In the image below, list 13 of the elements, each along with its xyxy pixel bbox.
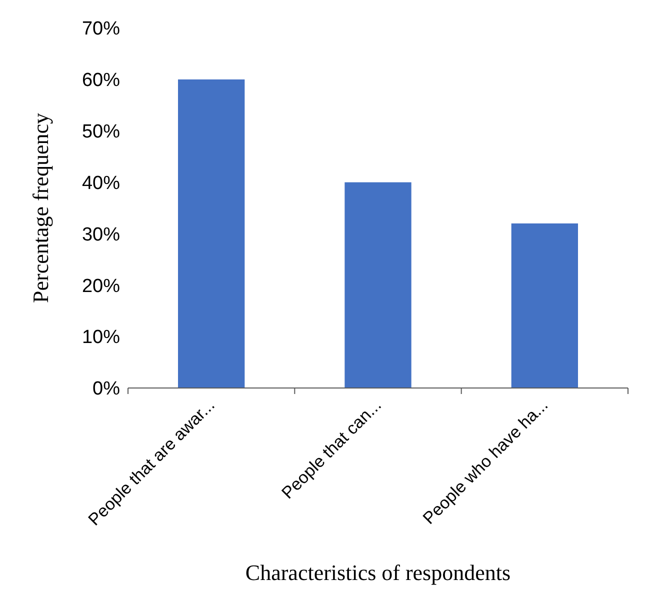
bar: [344, 182, 412, 388]
y-tick-label: 70%: [82, 18, 120, 40]
y-tick-label: 60%: [82, 70, 120, 92]
bar: [511, 223, 578, 388]
x-axis-title: Characteristics of respondents: [245, 560, 511, 585]
y-tick-label: 10%: [82, 327, 120, 348]
y-tick-label: 40%: [82, 172, 120, 194]
y-tick-label: 50%: [82, 122, 120, 143]
y-axis-title: Percentage frequency: [28, 113, 53, 303]
y-tick-label: 0%: [92, 378, 120, 400]
y-tick-label: 30%: [82, 224, 120, 246]
y-tick-label: 20%: [82, 276, 120, 297]
bar: [178, 79, 245, 388]
